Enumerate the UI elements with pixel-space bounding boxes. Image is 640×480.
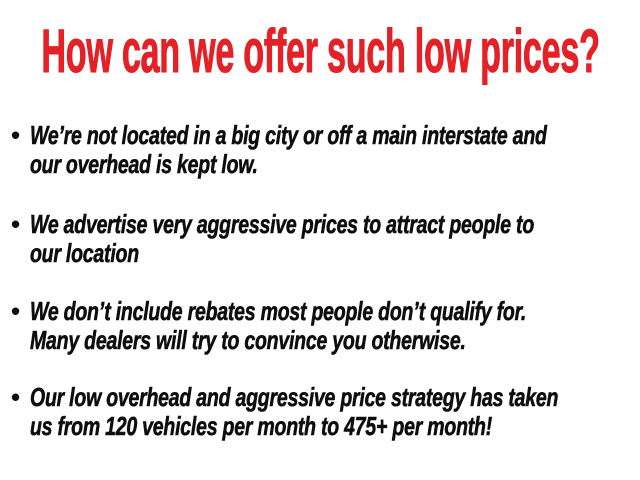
bullet-line: Our low overhead and aggressive price st… <box>30 382 559 412</box>
page-title: How can we offer such low prices? <box>0 17 640 85</box>
bullet-marker: • <box>11 120 21 150</box>
bullet-line: Many dealers will try to convince you ot… <box>30 325 466 355</box>
bullet-line: us from 120 vehicles per month to 475+ p… <box>30 411 493 441</box>
bullet-marker: • <box>11 296 21 326</box>
bullet-line: We advertise very aggressive prices to a… <box>30 209 535 239</box>
bullet-text: Our low overhead and aggressive price st… <box>30 382 640 441</box>
bullet-line: We’re not located in a big city or off a… <box>30 120 547 150</box>
bullet-line: our location <box>30 238 140 268</box>
bullet-line: our overhead is kept low. <box>30 149 258 179</box>
bullet-marker: • <box>11 209 21 239</box>
bullet-line: We don’t include rebates most people don… <box>30 296 527 326</box>
bullet-marker: • <box>11 382 21 412</box>
bullet-text: We advertise very aggressive prices to a… <box>30 209 640 268</box>
bullet-text: We’re not located in a big city or off a… <box>30 120 640 179</box>
bullet-text: We don’t include rebates most people don… <box>30 296 640 355</box>
page-title-text: How can we offer such low prices? <box>40 17 600 85</box>
